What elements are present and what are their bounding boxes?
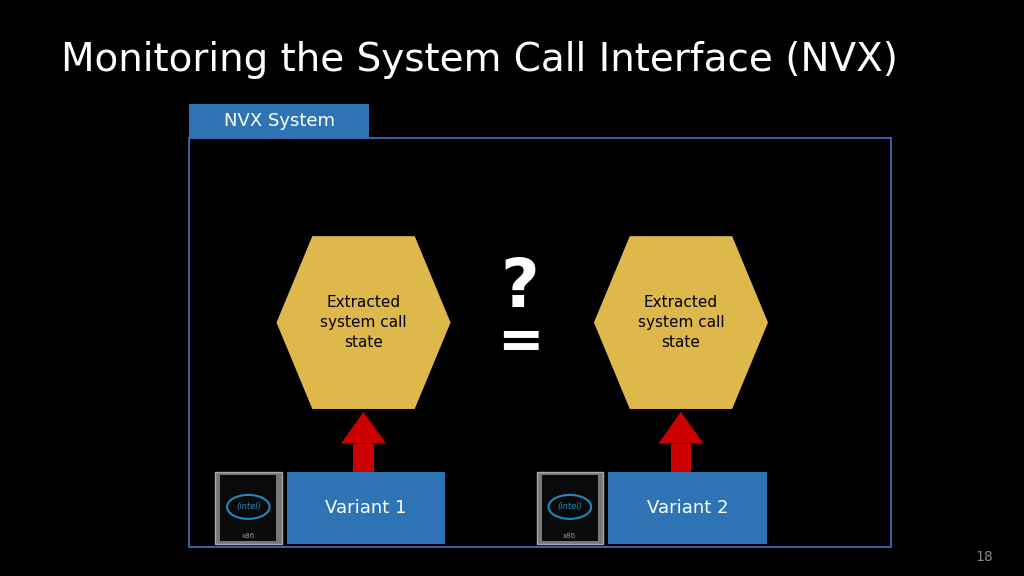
Text: =: =	[497, 316, 544, 370]
Text: NVX System: NVX System	[223, 112, 335, 130]
FancyBboxPatch shape	[671, 444, 691, 475]
FancyBboxPatch shape	[189, 104, 369, 138]
Text: Extracted
system call
state: Extracted system call state	[321, 295, 407, 350]
Polygon shape	[658, 412, 703, 444]
Text: ?: ?	[501, 255, 540, 321]
FancyBboxPatch shape	[353, 444, 374, 475]
Text: (intel): (intel)	[236, 502, 261, 511]
Text: Monitoring the System Call Interface (NVX): Monitoring the System Call Interface (NV…	[61, 41, 898, 79]
FancyBboxPatch shape	[287, 472, 445, 544]
Text: Extracted
system call
state: Extracted system call state	[638, 295, 724, 350]
Polygon shape	[594, 236, 768, 409]
FancyBboxPatch shape	[608, 472, 767, 544]
Text: x86: x86	[563, 533, 577, 539]
Polygon shape	[276, 236, 451, 409]
FancyBboxPatch shape	[189, 138, 891, 547]
Text: (intel): (intel)	[557, 502, 583, 511]
Text: Variant 2: Variant 2	[647, 499, 728, 517]
FancyBboxPatch shape	[215, 472, 282, 544]
FancyBboxPatch shape	[537, 472, 603, 544]
Text: Variant 1: Variant 1	[326, 499, 407, 517]
Polygon shape	[341, 412, 386, 444]
Text: x86: x86	[242, 533, 255, 539]
FancyBboxPatch shape	[542, 475, 598, 541]
FancyBboxPatch shape	[220, 475, 276, 541]
Text: 18: 18	[976, 551, 993, 564]
